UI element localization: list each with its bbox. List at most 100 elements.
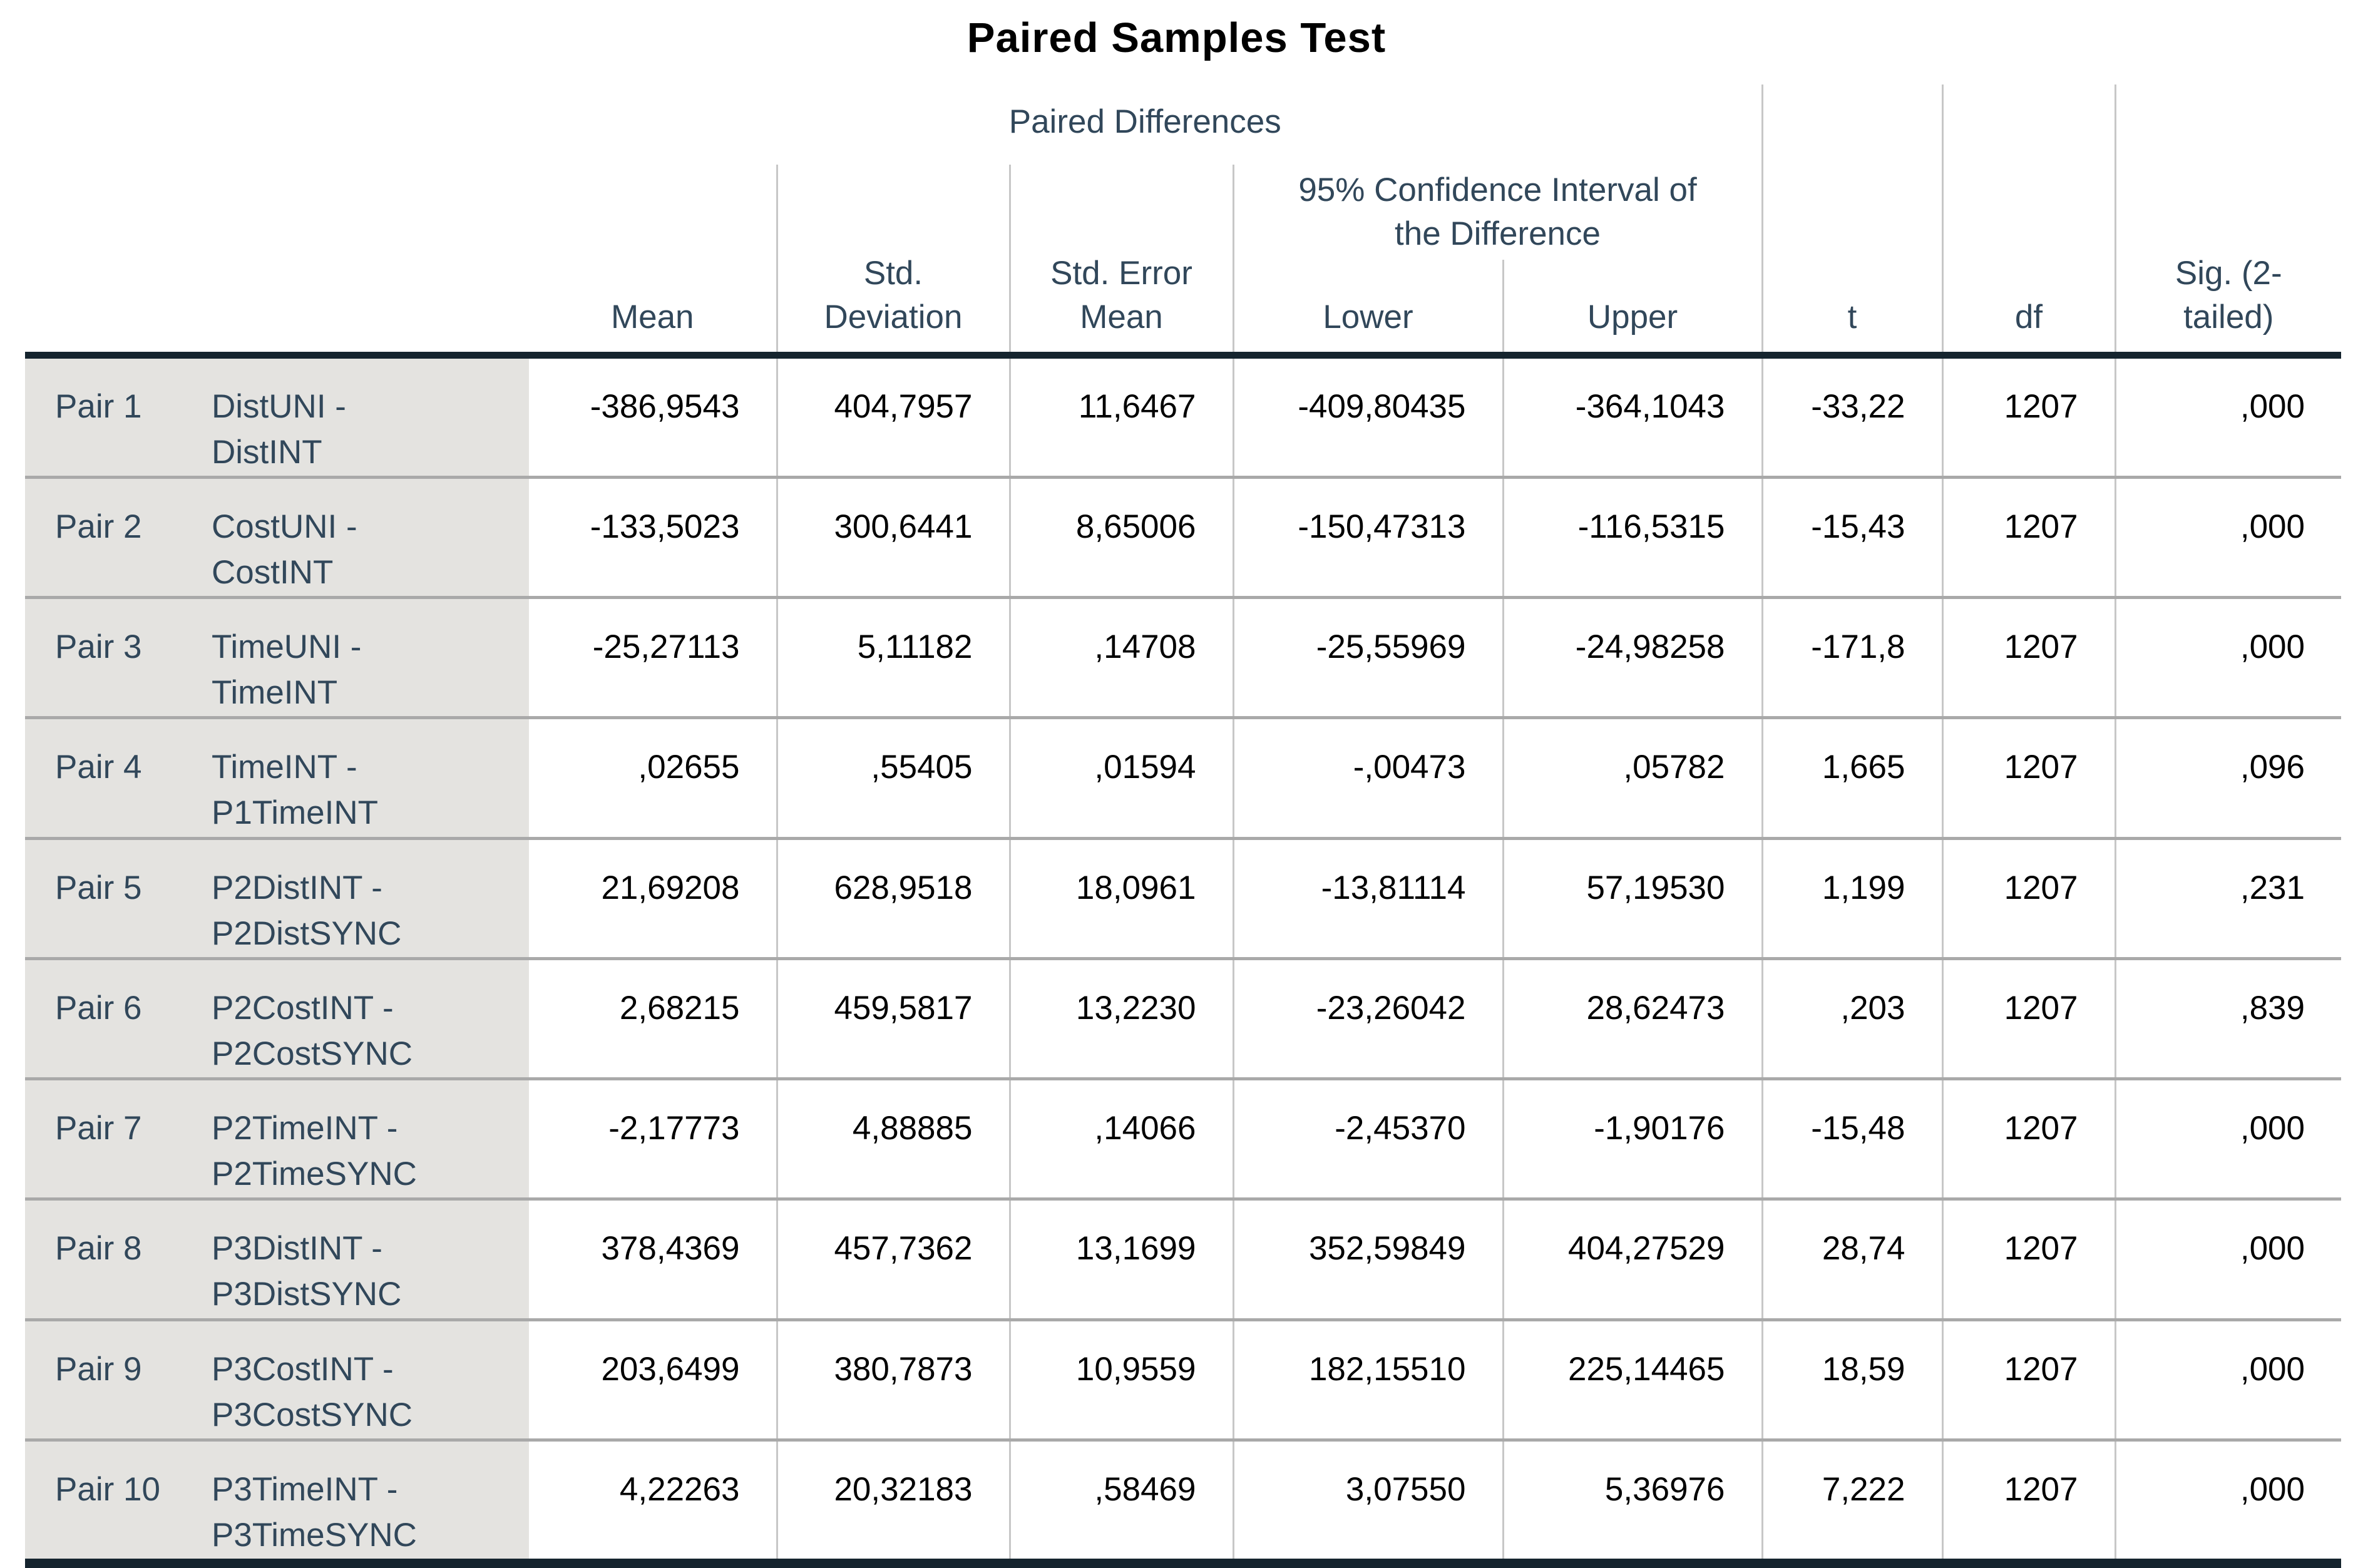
sig-value: ,231	[2114, 838, 2342, 959]
pair-label: Pair 5	[25, 838, 207, 959]
ci-lower-value: -13,81114	[1232, 838, 1503, 959]
pair-variables: P3TimeINT - P3TimeSYNC	[207, 1440, 529, 1564]
header-blank-corner	[25, 85, 529, 355]
mean-value: 21,69208	[601, 869, 740, 906]
col-header-lower: Lower	[1232, 260, 1503, 355]
ci-lower-value: -23,26042	[1232, 958, 1503, 1079]
table-row: Pair 3 TimeUNI - TimeINT -25,27113 5,111…	[25, 597, 2342, 718]
table-row: Pair 8 P3DistINT - P3DistSYNC 378,4369 4…	[25, 1199, 2342, 1319]
df-value: 1207	[1941, 477, 2116, 598]
df-value: 1207	[1941, 958, 2116, 1079]
std-error-mean-value: 8,65006	[1008, 477, 1233, 598]
t-value: ,203	[1761, 958, 1943, 1079]
table-row: Pair 5 P2DistINT - P2DistSYNC 21,69208 6…	[25, 838, 2342, 959]
std-deviation-value: ,55405	[776, 717, 1010, 838]
std-error-mean-value: 10,9559	[1008, 1319, 1233, 1440]
std-error-mean-value: ,14066	[1008, 1079, 1233, 1199]
mean-value: 378,4369	[601, 1230, 740, 1268]
col-header-t: t	[1761, 85, 1943, 355]
pair-variables: P3CostINT - P3CostSYNC	[207, 1319, 529, 1440]
table-body: Pair 1 DistUNI - DistINT -386,9543 404,7…	[25, 355, 2342, 1564]
ci-header: 95% Confidence Interval of the Differenc…	[1232, 165, 1763, 260]
t-value: 28,74	[1761, 1199, 1943, 1319]
ci-upper-value: 57,19530	[1502, 838, 1763, 959]
t-value: 7,222	[1761, 1440, 1943, 1564]
df-value: 1207	[1941, 838, 2116, 959]
std-deviation-value: 380,7873	[776, 1319, 1010, 1440]
df-value: 1207	[1941, 1440, 2116, 1564]
df-value: 1207	[1941, 1199, 2116, 1319]
pair-variables: TimeUNI - TimeINT	[207, 597, 529, 718]
pair-variables: P2CostINT - P2CostSYNC	[207, 958, 529, 1079]
pair-label: Pair 4	[25, 717, 207, 838]
ci-upper-value: -364,1043	[1502, 355, 1763, 478]
table-row: Pair 9 P3CostINT - P3CostSYNC 203,6499 3…	[25, 1319, 2342, 1440]
df-value: 1207	[1941, 355, 2116, 478]
std-deviation-value: 300,6441	[776, 477, 1010, 598]
table-row: Pair 4 TimeINT - P1TimeINT ,02655 ,55405…	[25, 717, 2342, 838]
ci-upper-value: -24,98258	[1502, 597, 1763, 718]
table-header: Paired Differences t df Sig. (2- tailed)…	[25, 85, 2342, 355]
table-row: Pair 2 CostUNI - CostINT -133,5023 300,6…	[25, 477, 2342, 598]
ci-upper-value: 404,27529	[1502, 1199, 1763, 1319]
col-header-sig: Sig. (2- tailed)	[2114, 85, 2342, 355]
pair-variables: DistUNI - DistINT	[207, 355, 529, 478]
pair-label: Pair 3	[25, 597, 207, 718]
df-value: 1207	[1941, 1319, 2116, 1440]
mean-value: 4,22263	[619, 1470, 740, 1508]
paired-samples-table: Paired Differences t df Sig. (2- tailed)…	[25, 85, 2342, 1568]
mean-value: 2,68215	[619, 989, 740, 1027]
ci-lower-value: 3,07550	[1232, 1440, 1503, 1564]
std-error-mean-value: 13,1699	[1008, 1199, 1233, 1319]
col-header-df: df	[1941, 85, 2116, 355]
std-error-mean-value: ,01594	[1008, 717, 1233, 838]
ci-upper-value: -116,5315	[1502, 477, 1763, 598]
mean-value: 203,6499	[601, 1350, 740, 1388]
std-error-mean-value: 18,0961	[1008, 838, 1233, 959]
std-deviation-value: 5,11182	[776, 597, 1010, 718]
pair-variables: CostUNI - CostINT	[207, 477, 529, 598]
mean-value: -133,5023	[590, 508, 740, 545]
std-deviation-value: 404,7957	[776, 355, 1010, 478]
std-error-mean-value: 13,2230	[1008, 958, 1233, 1079]
df-value: 1207	[1941, 597, 2116, 718]
std-deviation-value: 628,9518	[776, 838, 1010, 959]
col-header-upper: Upper	[1502, 260, 1763, 355]
ci-lower-value: 182,15510	[1232, 1319, 1503, 1440]
col-header-std-deviation: Std. Deviation	[776, 165, 1010, 355]
table-row: Pair 1 DistUNI - DistINT -386,9543 404,7…	[25, 355, 2342, 478]
ci-lower-value: -25,55969	[1232, 597, 1503, 718]
ci-lower-value: -150,47313	[1232, 477, 1503, 598]
df-value: 1207	[1941, 717, 2116, 838]
t-value: -171,8	[1761, 597, 1943, 718]
ci-upper-value: ,05782	[1502, 717, 1763, 838]
table-row: Pair 6 P2CostINT - P2CostSYNC 2,68215 45…	[25, 958, 2342, 1079]
std-error-mean-value: ,58469	[1008, 1440, 1233, 1564]
t-value: 18,59	[1761, 1319, 1943, 1440]
t-value: 1,665	[1761, 717, 1943, 838]
sig-value: ,000	[2114, 355, 2342, 478]
sig-value: ,839	[2114, 958, 2342, 1079]
ci-upper-value: 5,36976	[1502, 1440, 1763, 1564]
col-header-std-error-mean: Std. Error Mean	[1008, 165, 1233, 355]
std-deviation-value: 457,7362	[776, 1199, 1010, 1319]
pair-variables: TimeINT - P1TimeINT	[207, 717, 529, 838]
t-value: 1,199	[1761, 838, 1943, 959]
sig-value: ,000	[2114, 1079, 2342, 1199]
ci-lower-value: -,00473	[1232, 717, 1503, 838]
std-deviation-value: 4,88885	[776, 1079, 1010, 1199]
sig-value: ,000	[2114, 1199, 2342, 1319]
pair-label: Pair 6	[25, 958, 207, 1079]
t-value: -15,43	[1761, 477, 1943, 598]
paired-differences-header: Paired Differences	[1008, 103, 1281, 140]
ci-lower-value: -2,45370	[1232, 1079, 1503, 1199]
mean-value: ,02655	[638, 749, 740, 786]
ci-lower-value: 352,59849	[1232, 1199, 1503, 1319]
sig-value: ,000	[2114, 597, 2342, 718]
sig-value: ,000	[2114, 1319, 2342, 1440]
std-deviation-value: 20,32183	[776, 1440, 1010, 1564]
ci-upper-value: -1,90176	[1502, 1079, 1763, 1199]
std-error-mean-value: 11,6467	[1008, 355, 1233, 478]
std-deviation-value: 459,5817	[776, 958, 1010, 1079]
table-title: Paired Samples Test	[966, 14, 1387, 61]
